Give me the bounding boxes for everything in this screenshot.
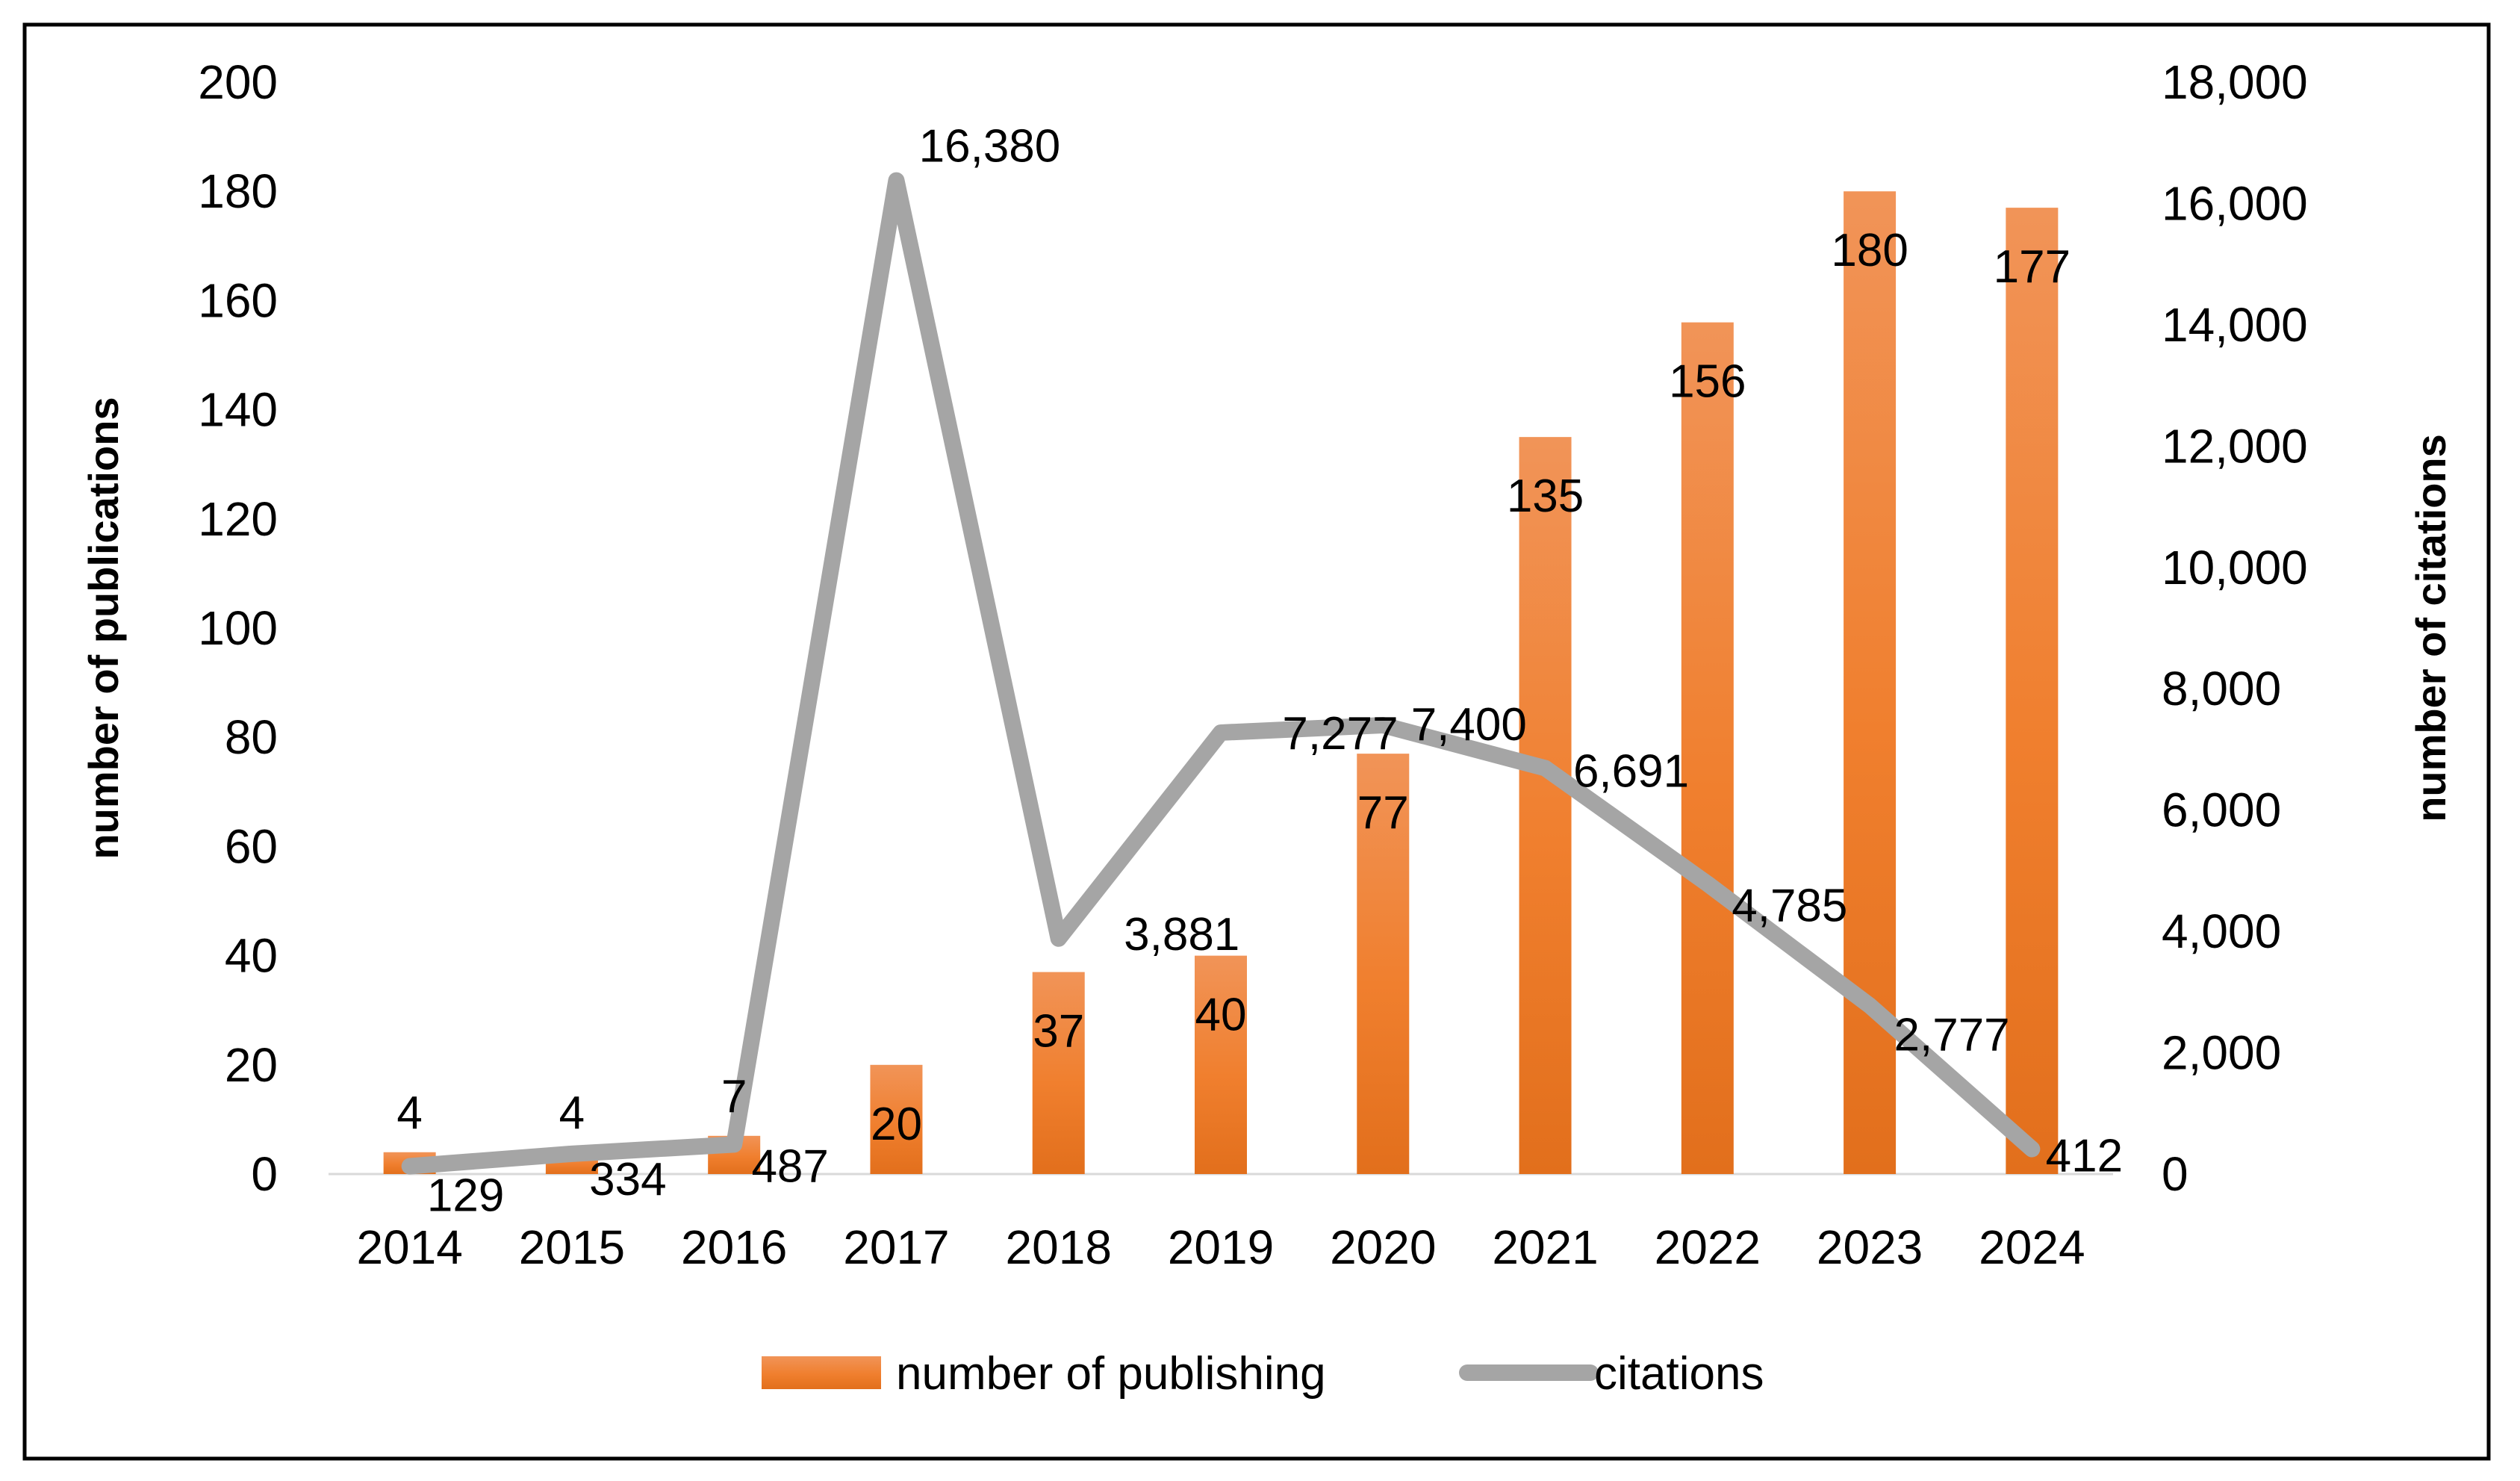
bar: [2006, 208, 2059, 1174]
bar-data-label: 7: [721, 1071, 747, 1123]
line-data-label: 129: [427, 1170, 504, 1222]
y-tick-label: 80: [225, 710, 278, 764]
y-tick-label: 160: [198, 273, 278, 327]
y2-tick-label: 6,000: [2162, 783, 2281, 837]
y2-tick-label: 0: [2162, 1147, 2188, 1201]
legend-label-citations: citations: [1594, 1348, 1764, 1400]
plot-area: 0 20 40 60 80 100 120 140 160 180 200 0 2,000 4,000 6,…: [80, 55, 2454, 1274]
line-data-label: 16,380: [919, 121, 1061, 173]
bar-data-label: 180: [1831, 225, 1908, 276]
y-tick-label: 180: [198, 164, 278, 218]
x-tick-label: 2023: [1817, 1220, 1923, 1274]
bar-data-label: 135: [1507, 471, 1584, 522]
line-data-label: 412: [2046, 1131, 2123, 1182]
bar: [1357, 754, 1410, 1174]
citations-line: [401, 172, 2041, 1175]
y-tick-label: 100: [198, 601, 278, 655]
x-tick-label: 2024: [1979, 1220, 2085, 1274]
y2-tick-label: 10,000: [2162, 541, 2308, 594]
y2-tick-label: 16,000: [2162, 176, 2308, 230]
x-tick-label: 2015: [519, 1220, 625, 1274]
chart-frame: [22, 22, 2491, 1461]
y2-tick-label: 18,000: [2162, 55, 2308, 109]
bar: [1032, 972, 1085, 1174]
line-data-label: 2,777: [1894, 1009, 2010, 1061]
y-tick-label: 60: [225, 819, 278, 873]
y2-tick-label: 14,000: [2162, 298, 2308, 352]
y-tick-label: 140: [198, 383, 278, 437]
bar-data-label: 177: [1994, 241, 2071, 293]
y2-tick-label: 12,000: [2162, 419, 2308, 473]
y-tick-label: 120: [198, 492, 278, 546]
bar-data-label: 40: [1195, 990, 1247, 1041]
x-tick-label: 2016: [681, 1220, 787, 1274]
y-tick-label: 40: [225, 929, 278, 983]
bar-data-label: 37: [1033, 1006, 1084, 1058]
x-tick-label: 2019: [1168, 1220, 1274, 1274]
bar-data-label: 4: [559, 1087, 585, 1139]
y2-tick-label: 4,000: [2162, 904, 2281, 958]
bar-data-label: 20: [871, 1099, 922, 1150]
x-tick-label: 2020: [1330, 1220, 1436, 1274]
bar: [870, 1064, 923, 1174]
bar-data-label: 156: [1669, 356, 1746, 408]
y-tick-label: 0: [251, 1147, 278, 1201]
y-tick-label: 200: [198, 55, 278, 109]
x-tick-label: 2018: [1006, 1220, 1112, 1274]
x-tick-label: 2017: [843, 1220, 949, 1274]
line-data-label: 7,277: [1282, 708, 1398, 760]
line-data-label: 334: [589, 1154, 666, 1205]
line-data-label: 3,881: [1124, 909, 1239, 960]
line-data-label: 7,400: [1411, 699, 1527, 751]
x-tick-label: 2014: [356, 1220, 462, 1274]
bar: [1681, 322, 1734, 1174]
bar: [1195, 955, 1247, 1174]
legend: number of publishing citations: [762, 1348, 1764, 1400]
y2-tick-label: 8,000: [2162, 662, 2281, 715]
y2-tick-label: 2,000: [2162, 1026, 2281, 1080]
line-data-label: 487: [751, 1140, 828, 1192]
x-tick-label: 2021: [1492, 1220, 1598, 1274]
y-axis-title: number of publications: [80, 397, 127, 859]
bar-data-label: 4: [396, 1087, 422, 1139]
bar: [1519, 437, 1572, 1174]
legend-label-publishing: number of publishing: [896, 1348, 1326, 1400]
y2-axis-title: number of citations: [2407, 434, 2454, 822]
x-tick-label: 2022: [1655, 1220, 1761, 1274]
y-tick-label: 20: [225, 1038, 278, 1092]
line-data-label: 6,691: [1573, 746, 1689, 798]
line-data-label: 4,785: [1732, 880, 1847, 931]
bar-data-label: 77: [1357, 787, 1409, 839]
legend-swatch-publishing: [762, 1356, 881, 1389]
